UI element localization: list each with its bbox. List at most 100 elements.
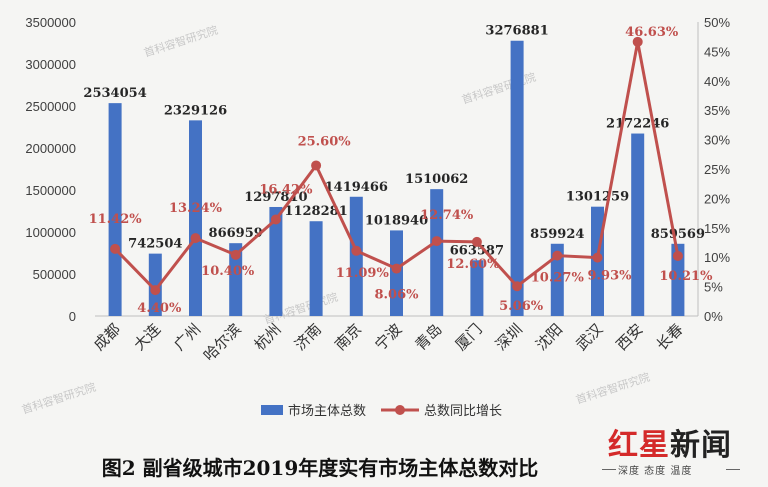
bar-成都 [108, 103, 122, 316]
bar-value-label: 866959 [209, 226, 263, 241]
line-value-label: 46.63% [625, 25, 679, 40]
bar-青岛 [430, 189, 444, 316]
category-label: 西安 [613, 320, 647, 354]
bar-value-label: 859569 [651, 227, 705, 242]
growth-point-杭州 [270, 214, 281, 225]
growth-point-大连 [150, 285, 161, 296]
watermark-text: 首科容智研究院 [460, 70, 538, 107]
bar-厦门 [470, 260, 484, 316]
category-label: 深圳 [492, 320, 526, 354]
line-value-label: 16.42% [259, 182, 313, 197]
growth-point-青岛 [431, 236, 442, 247]
bar-value-label: 2329126 [164, 103, 227, 118]
line-value-label: 13.24% [169, 201, 223, 216]
growth-point-成都 [110, 243, 121, 254]
growth-point-厦门 [471, 236, 482, 247]
bar-南京 [349, 196, 363, 316]
bar-广州 [189, 120, 202, 316]
left-tick-label: 500000 [33, 267, 76, 282]
right-tick-label: 35% [704, 103, 730, 118]
growth-point-沈阳 [552, 250, 563, 261]
legend-bar-swatch [261, 405, 283, 415]
bar-沈阳 [550, 243, 564, 316]
right-tick-label: 45% [704, 44, 730, 59]
category-label: 杭州 [251, 320, 285, 354]
bar-西安 [631, 133, 645, 316]
category-label: 青岛 [412, 320, 446, 354]
left-tick-label: 1000000 [25, 225, 76, 240]
left-tick-label: 3000000 [25, 57, 76, 72]
bar-value-label: 1301259 [566, 190, 629, 205]
line-value-label: 11.42% [89, 212, 143, 227]
growth-point-济南 [311, 160, 322, 171]
line-value-label: 10.21% [659, 269, 713, 284]
right-tick-label: 25% [704, 162, 730, 177]
watermark-text: 首科容智研究院 [142, 23, 220, 60]
category-label: 长春 [653, 320, 687, 354]
left-tick-label: 1500000 [25, 183, 76, 198]
growth-point-深圳 [512, 281, 523, 292]
category-label: 大连 [130, 320, 164, 354]
bar-value-label: 1510062 [405, 172, 468, 187]
legend-line-label: 总数同比增长 [424, 404, 502, 419]
bar-长春 [671, 243, 685, 316]
bar-济南 [309, 221, 323, 316]
brand-logo: 红星新闻 深度 态度 温度 [602, 420, 758, 482]
line-value-label: 10.27% [531, 271, 585, 286]
line-value-label: 11.09% [336, 266, 390, 281]
bar-value-label: 3276881 [485, 24, 548, 39]
growth-point-广州 [190, 233, 201, 244]
line-value-label: 12.74% [420, 208, 474, 223]
left-tick-label: 2000000 [25, 141, 76, 156]
right-tick-label: 20% [704, 191, 730, 206]
category-label: 成都 [90, 320, 124, 354]
bar-value-label: 859924 [530, 227, 584, 242]
bar-value-label: 1128281 [284, 204, 347, 219]
line-value-label: 10.40% [201, 264, 255, 279]
watermark-text: 首科容智研究院 [20, 380, 98, 417]
bar-value-label: 663587 [450, 243, 504, 258]
category-label: 沈阳 [532, 320, 566, 354]
right-tick-label: 50% [704, 15, 730, 30]
category-label: 广州 [170, 320, 204, 354]
line-value-label: 12.60% [446, 257, 500, 272]
bar-value-label: 1419466 [325, 180, 388, 195]
category-label: 济南 [291, 320, 325, 354]
bar-大连 [148, 253, 162, 316]
growth-point-哈尔滨 [230, 249, 241, 260]
category-label: 武汉 [572, 320, 606, 354]
line-value-label: 8.06% [374, 288, 419, 303]
legend-line-marker [395, 405, 405, 415]
category-label: 宁波 [371, 320, 405, 354]
legend-bar-label: 市场主体总数 [288, 403, 366, 419]
growth-point-武汉 [592, 252, 603, 263]
bar-value-label: 742504 [128, 237, 182, 252]
right-tick-label: 15% [704, 221, 730, 236]
figure-caption: 图2 副省级城市2019年度实有市场主体总数对比 [101, 456, 539, 480]
right-tick-label: 10% [704, 250, 730, 265]
left-tick-label: 3500000 [25, 15, 76, 30]
line-value-label: 25.60% [298, 134, 352, 149]
line-value-label: 4.40% [137, 301, 182, 316]
left-tick-label: 2500000 [25, 99, 76, 114]
bar-深圳 [510, 40, 524, 316]
bar-value-label: 2534054 [83, 86, 146, 101]
right-tick-label: 5% [704, 280, 723, 295]
growth-point-南京 [351, 245, 362, 256]
category-label: 哈尔滨 [200, 320, 245, 365]
bar-value-label: 2172246 [606, 117, 669, 132]
watermark-text: 首科容智研究院 [574, 370, 652, 407]
growth-point-西安 [632, 36, 643, 47]
bar-杭州 [269, 206, 283, 316]
category-label: 南京 [331, 320, 365, 354]
line-value-label: 9.93% [587, 269, 632, 284]
bar-value-label: 1018940 [365, 213, 428, 228]
right-tick-label: 30% [704, 133, 730, 148]
line-value-label: 5.06% [499, 299, 544, 314]
growth-point-宁波 [391, 263, 402, 274]
category-label: 厦门 [452, 320, 486, 354]
bar-哈尔滨 [229, 243, 243, 316]
left-tick-label: 0 [69, 309, 76, 324]
growth-point-长春 [672, 250, 683, 261]
